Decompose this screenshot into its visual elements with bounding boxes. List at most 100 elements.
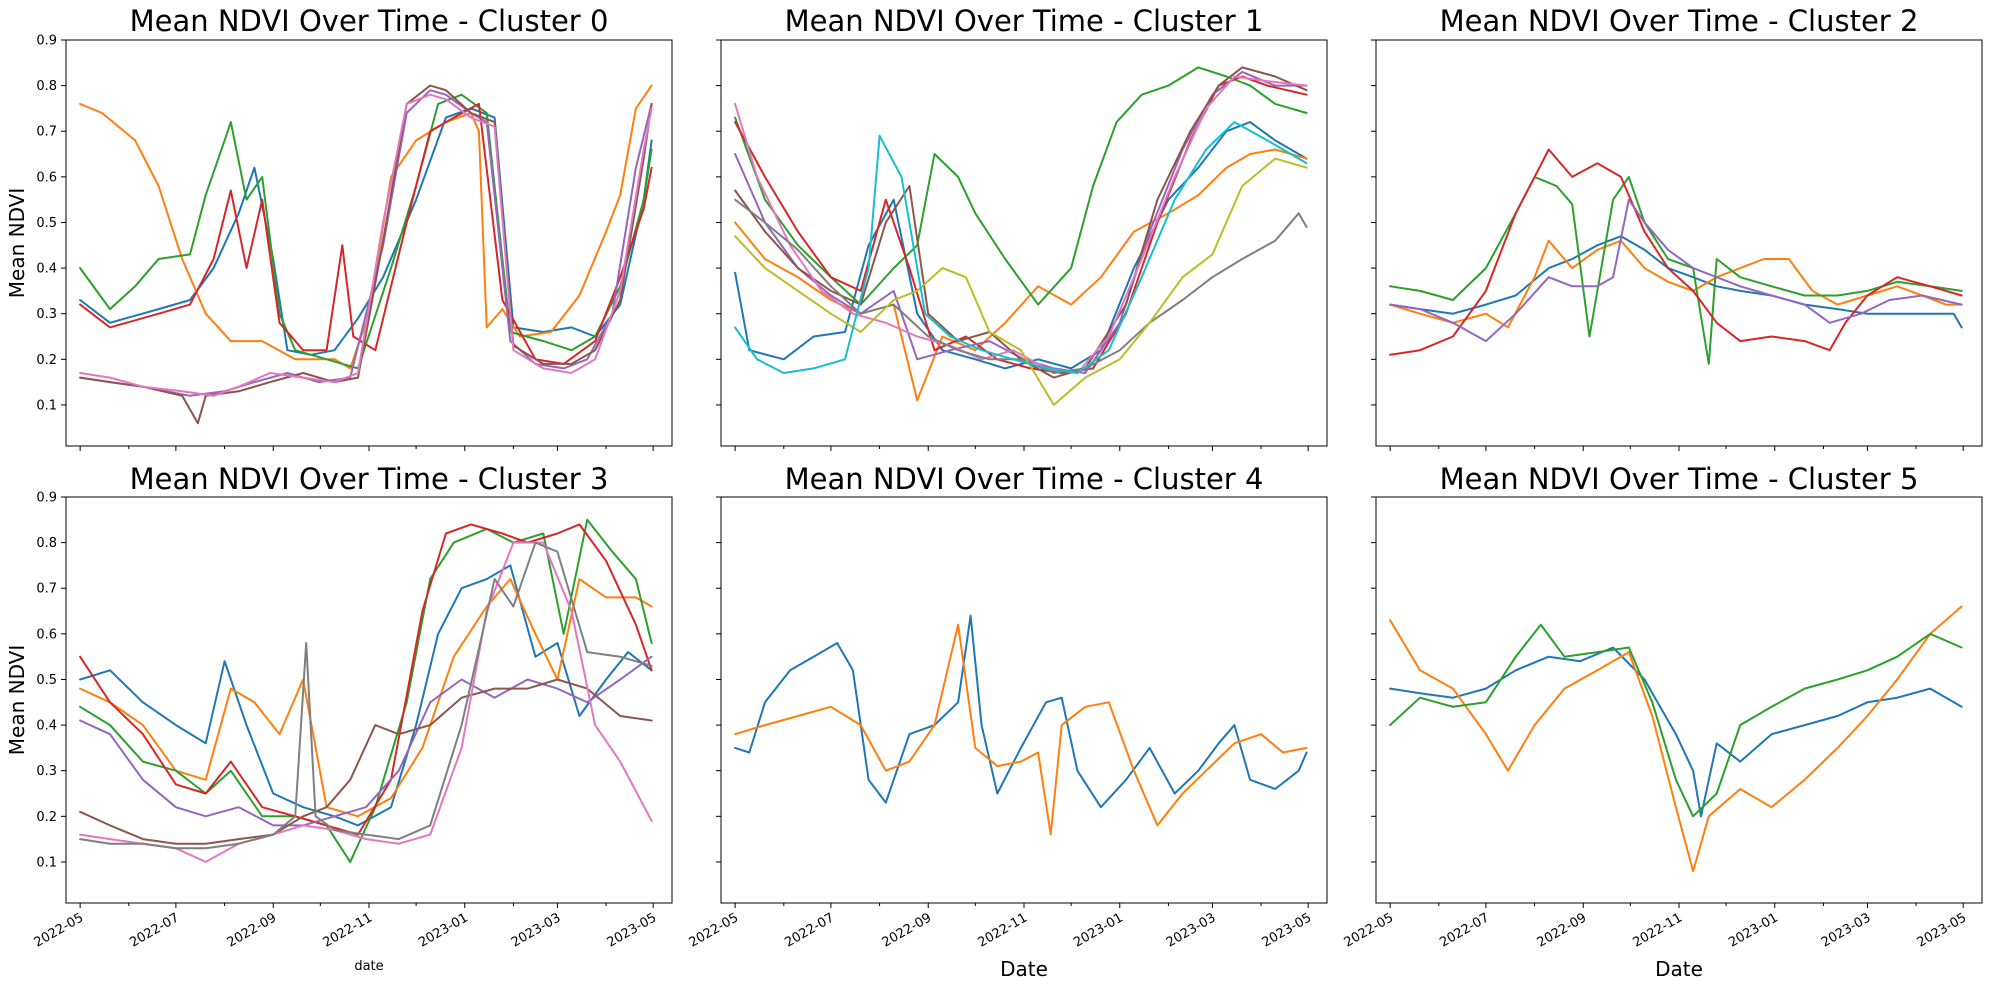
x-tick-label: 2022-05: [32, 910, 87, 950]
series-line-5: [79, 678, 653, 845]
tick-group: [716, 39, 1309, 451]
x-tick-label: 2023-03: [509, 910, 564, 950]
y-tick-label: 0.3: [36, 307, 57, 322]
plot-frame: [720, 496, 1328, 904]
series-line-1: [734, 623, 1308, 836]
series-line-4: [1389, 198, 1963, 343]
x-tick-label: 2023-05: [605, 910, 660, 950]
series-line-6: [734, 75, 1308, 374]
y-tick-label: 0.7: [36, 125, 57, 140]
y-tick-label: 0.1: [36, 855, 57, 870]
x-tick-label: 2023-01: [1726, 910, 1781, 950]
series-line-0: [734, 614, 1308, 809]
series-line-4: [734, 70, 1308, 374]
x-tick-label: 2023-03: [1164, 910, 1219, 950]
series-line-3: [79, 523, 653, 836]
series-line-0: [1389, 646, 1963, 818]
tick-group: 2022-05 2022-07 2022-09 2022-11 2023-01 2023-…: [687, 496, 1315, 951]
chart-panel-cluster-1: Mean NDVI Over Time - Cluster 1: [716, 4, 1328, 451]
x-axis-label: Date: [1655, 957, 1703, 981]
series-line-4: [79, 655, 653, 827]
chart-panel-cluster-5: Mean NDVI Over Time - Cluster 5 Date 202…: [1342, 462, 1983, 981]
x-tick-label: 2022-07: [782, 910, 837, 950]
y-tick-label: 0.5: [36, 673, 57, 688]
chart-title: Mean NDVI Over Time - Cluster 4: [785, 462, 1264, 496]
x-tick-label: 2022-07: [1437, 910, 1492, 950]
x-tick-label: 2023-05: [1915, 910, 1970, 950]
series-line-1: [1389, 605, 1963, 873]
chart-panel-cluster-2: Mean NDVI Over Time - Cluster 2: [1371, 4, 1983, 451]
y-tick-label: 0.6: [36, 627, 57, 642]
series-group: [1389, 605, 1963, 873]
x-tick-label: 2023-01: [1071, 910, 1126, 950]
chart-title: Mean NDVI Over Time - Cluster 5: [1440, 462, 1919, 496]
tick-group: 0.1 0.2 0.3 0.4 0.5 0.6 0.7 0.8 0.9 2022-05 2022-0…: [32, 491, 660, 951]
series-line-3: [1389, 148, 1963, 356]
series-group: [734, 614, 1308, 836]
x-axis-label: Date: [1000, 957, 1048, 981]
series-line-1: [79, 84, 653, 370]
series-line-2: [79, 93, 653, 370]
tick-group: 0.1 0.2 0.3 0.4 0.5 0.6 0.7 0.8 0.9: [36, 34, 654, 451]
tick-group: [1371, 39, 1964, 451]
series-line-0: [1389, 235, 1963, 329]
series-line-5: [734, 66, 1308, 379]
x-tick-label: 2022-07: [127, 910, 182, 950]
y-tick-label: 0.8: [36, 536, 57, 551]
series-group: [734, 66, 1308, 406]
series-line-1: [79, 578, 653, 818]
y-tick-label: 0.6: [36, 170, 57, 185]
y-tick-label: 0.2: [36, 810, 57, 825]
series-line-7: [79, 541, 653, 850]
y-axis-label: Mean NDVI: [5, 188, 29, 298]
chart-panel-cluster-0: Mean NDVI Over Time - Cluster 0 Mean NDV…: [5, 4, 673, 974]
series-line-6: [79, 541, 653, 863]
y-tick-label: 0.8: [36, 79, 57, 94]
chart-title: Mean NDVI Over Time - Cluster 3: [130, 462, 609, 496]
x-tick-label: 2022-05: [687, 910, 742, 950]
y-tick-label: 0.9: [36, 34, 57, 49]
x-tick-label: 2023-03: [1819, 910, 1874, 950]
series-line-9: [734, 121, 1308, 374]
plot-frame: [65, 39, 673, 447]
series-line-8: [734, 157, 1308, 406]
series-line-4: [79, 89, 653, 397]
y-tick-label: 0.5: [36, 216, 57, 231]
series-line-0: [734, 121, 1308, 370]
x-tick-label: 2022-09: [1535, 910, 1590, 950]
y-tick-label: 0.7: [36, 582, 57, 597]
x-tick-label: 2022-11: [975, 910, 1030, 950]
series-line-2: [1389, 623, 1963, 818]
y-tick-label: 0.1: [36, 398, 57, 413]
series-group: [79, 84, 653, 425]
tick-group: 2022-05 2022-07 2022-09 2022-11 2023-01 2023-…: [1342, 496, 1970, 951]
chart-panel-cluster-4: Mean NDVI Over Time - Cluster 4 Date 202…: [687, 462, 1328, 981]
y-axis-label: Mean NDVI: [5, 645, 29, 755]
x-tick-label: 2023-01: [416, 910, 471, 950]
series-line-3: [734, 75, 1308, 374]
series-line-5: [79, 84, 653, 425]
series-line-2: [1389, 175, 1963, 365]
plot-frame: [1375, 39, 1983, 447]
y-tick-label: 0.9: [36, 491, 57, 506]
series-line-2: [79, 518, 653, 863]
y-tick-label: 0.4: [36, 262, 57, 277]
series-line-6: [79, 93, 653, 397]
y-tick-label: 0.2: [36, 353, 57, 368]
chart-panel-cluster-3: Mean NDVI Over Time - Cluster 3 Mean NDV…: [5, 462, 673, 951]
series-group: [79, 518, 653, 863]
series-line-0: [79, 564, 653, 827]
x-tick-label: 2022-09: [880, 910, 935, 950]
chart-title: Mean NDVI Over Time - Cluster 1: [785, 4, 1264, 38]
chart-title: Mean NDVI Over Time - Cluster 2: [1440, 4, 1919, 38]
y-tick-label: 0.3: [36, 764, 57, 779]
x-axis-label: date: [354, 959, 383, 974]
x-tick-label: 2023-05: [1260, 910, 1315, 950]
x-tick-label: 2022-05: [1342, 910, 1397, 950]
y-tick-label: 0.4: [36, 719, 57, 734]
x-tick-label: 2022-09: [225, 910, 280, 950]
plot-frame: [1375, 496, 1983, 904]
x-tick-label: 2022-11: [1630, 910, 1685, 950]
chart-title: Mean NDVI Over Time - Cluster 0: [130, 4, 609, 38]
